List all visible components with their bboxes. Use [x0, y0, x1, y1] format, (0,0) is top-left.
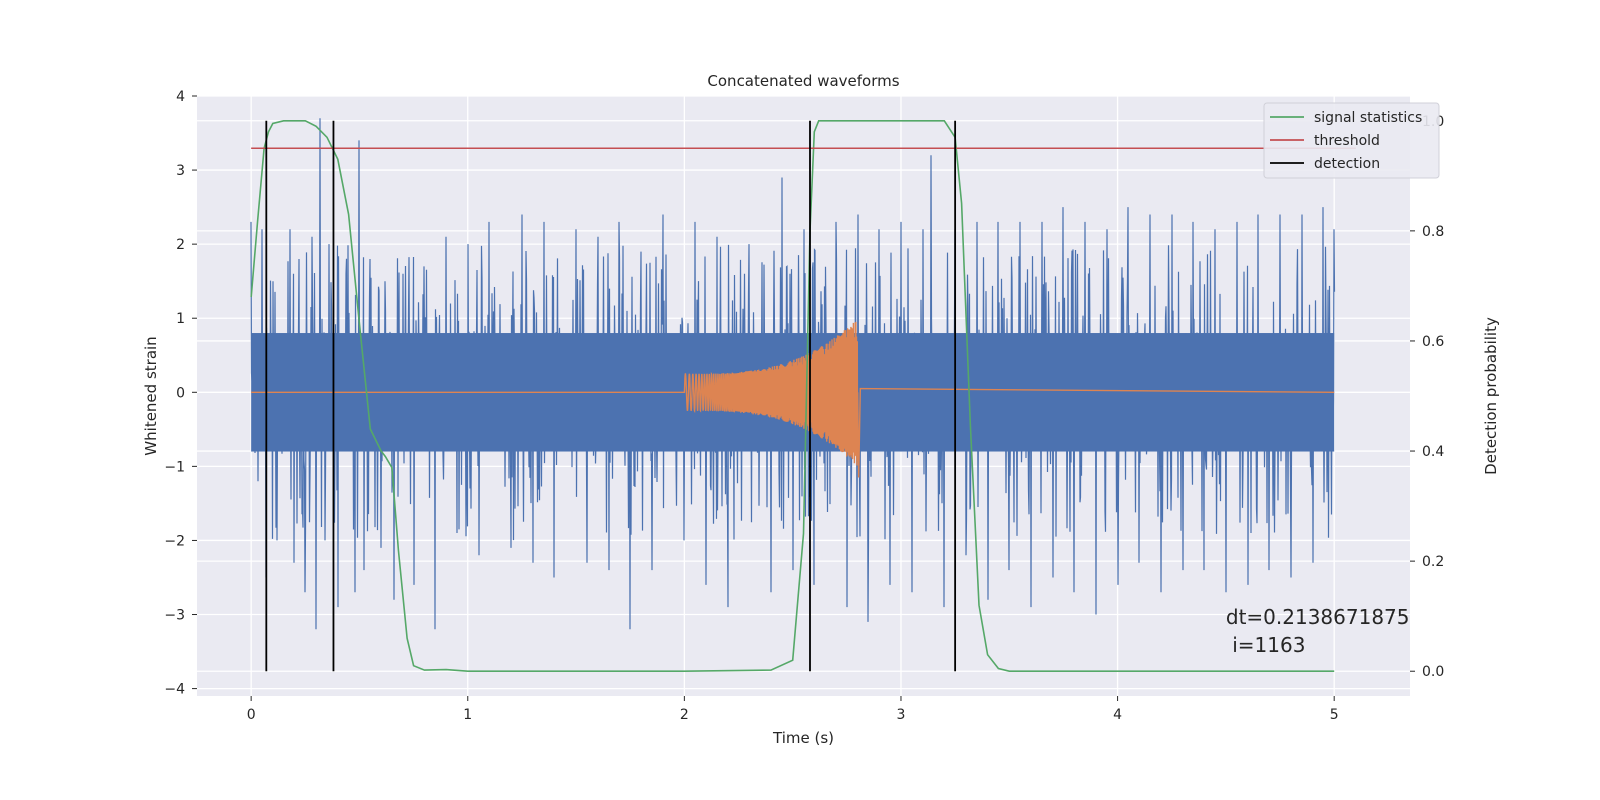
- legend-box: [1263, 102, 1440, 179]
- x-tick-label: 1: [463, 707, 472, 723]
- annotation-index: i=1163: [1226, 633, 1306, 657]
- legend-label: detection: [1314, 156, 1380, 172]
- y-tick-label: 1: [176, 311, 185, 327]
- legend-label: threshold: [1314, 133, 1380, 149]
- x-axis-label: Time (s): [772, 729, 834, 747]
- x-tick-label: 2: [680, 707, 689, 723]
- y-tick-label: −1: [164, 459, 185, 475]
- y2-axis-label: Detection probability: [1482, 317, 1500, 475]
- injected-signal-line: [251, 321, 1335, 478]
- x-tick-label: 4: [1113, 707, 1122, 723]
- y2-tick-label: 0.4: [1422, 444, 1444, 460]
- x-tick-label: 3: [897, 707, 906, 723]
- y2-tick-label: 0.2: [1422, 554, 1444, 570]
- y-tick-label: −2: [164, 533, 185, 549]
- y2-tick-label: 0.8: [1422, 224, 1444, 240]
- x-tick-label: 0: [247, 707, 256, 723]
- y-tick-label: 3: [176, 163, 185, 179]
- y-tick-label: −3: [164, 608, 185, 624]
- y-tick-label: 2: [176, 237, 185, 253]
- y2-tick-label: 0.6: [1422, 334, 1444, 350]
- annotation-dt: dt=0.2138671875: [1226, 605, 1410, 629]
- signal-statistics-line: [250, 120, 1335, 672]
- y2-tick-label: 0.0: [1422, 664, 1444, 680]
- y-axis-label: Whitened strain: [142, 336, 160, 455]
- y-tick-label: 4: [176, 89, 185, 105]
- plot-series: [250, 118, 1356, 672]
- chart-title: Concatenated waveforms: [707, 72, 899, 90]
- y-tick-label: −4: [164, 682, 185, 698]
- legend: signal statistics threshold detection: [1263, 102, 1440, 179]
- legend-label: signal statistics: [1314, 110, 1422, 126]
- y-tick-label: 0: [176, 385, 185, 401]
- x-tick-label: 5: [1330, 707, 1339, 723]
